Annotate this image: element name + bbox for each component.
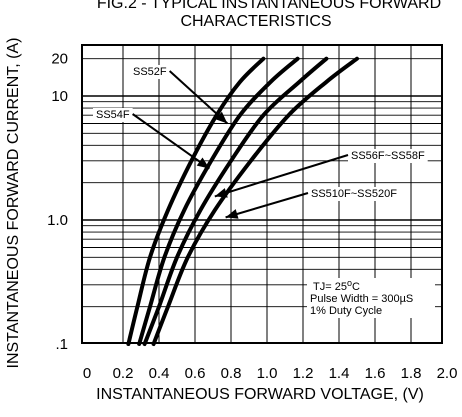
series-label-4: SS510F~SS520F [311,188,397,200]
test-conditions-annotation: TJ= 25oC Pulse Width = 300µS 1% Duty Cyc… [307,278,435,318]
x-tick-label: 1.2 [293,365,314,382]
series-curve-3 [142,56,329,346]
x-tick-label: 1.0 [257,365,278,382]
series-pointer-arrowhead [196,157,210,169]
x-tick-label: 1.8 [401,365,422,382]
plot-area-border [81,44,443,344]
series-pointer-arrowhead [214,188,228,198]
series-curve-1 [126,56,266,346]
y-tick-labels: .1 1.0 10 20 [47,51,68,353]
x-tick-label: 2.0 [437,365,458,382]
x-tick-label: 0.2 [113,365,134,382]
series-pointer-line [168,70,229,125]
x-tick-label: 0.8 [221,365,242,382]
annotation-background [307,278,435,318]
y-tick-label: 10 [51,88,68,105]
annotation-line-2: Pulse Width = 300µS [310,293,413,305]
series-label-background [93,108,133,122]
series-pointer-line [132,113,210,170]
series-label-background [348,149,428,163]
series-pointer-arrowhead [215,111,228,124]
chart-title-line-2: CHARACTERISTICS [180,13,331,30]
annotation-line-3: 1% Duty Cycle [310,305,382,317]
series-curve-2 [137,56,300,346]
series-label-3: SS56F~SS58F [351,150,425,162]
series-pointer-line [225,192,309,219]
chart-title-line-1: FIG.2 - TYPICAL INSTANTANEOUS FORWARD [97,0,441,12]
y-tick-label: 20 [51,51,68,68]
series-labels: SS52F SS54F SS56F~SS58F SS510F~SS520F [93,65,428,219]
series-label-1: SS52F [133,66,167,78]
x-tick-label: 1.4 [329,365,350,382]
series-pointer-arrowhead [225,209,239,219]
series-pointer-line [214,154,349,198]
x-tick-label: 0.6 [185,365,206,382]
series-curves [126,56,359,346]
x-tick-label: 0 [83,365,91,382]
x-tick-label: 0.4 [149,365,170,382]
y-tick-label: 1.0 [47,212,68,229]
x-tick-label: 1.6 [365,365,386,382]
annotation-line-1: TJ= 25oC [313,278,360,293]
series-label-background [130,65,170,79]
grid-lines [82,45,442,343]
series-label-2: SS54F [96,109,130,121]
y-tick-label: .1 [55,336,68,353]
series-label-background [308,187,400,201]
series-curve-4 [151,56,359,346]
x-tick-labels: 0 0.2 0.4 0.6 0.8 1.0 1.2 1.4 1.6 1.8 2.0 [83,365,458,382]
x-axis-label: INSTANTANEOUS FORWARD VOLTAGE, (V) [96,386,424,403]
y-axis-label: INSTANTANEOUS FORWARD CURRENT, (A) [5,38,22,369]
